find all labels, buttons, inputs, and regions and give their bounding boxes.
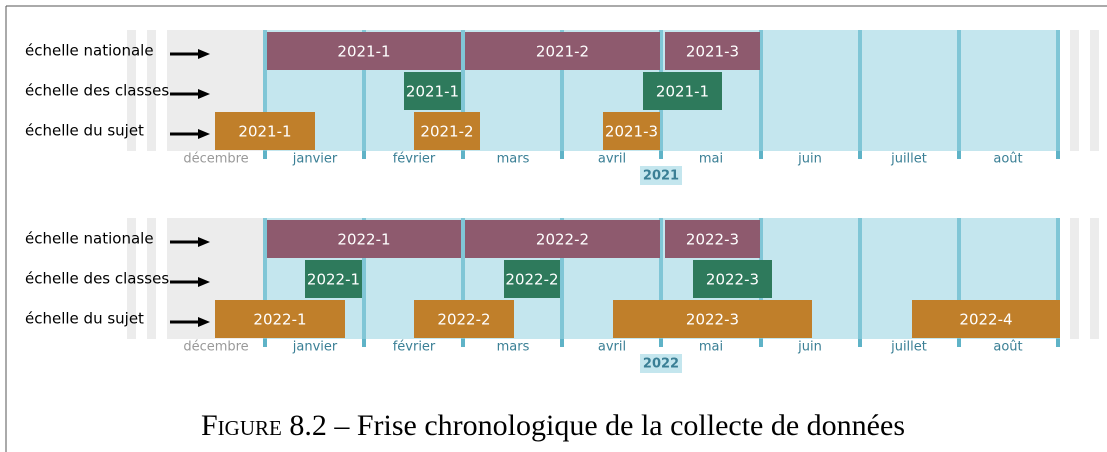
row-label: échelle nationale (25, 42, 154, 60)
month-label: mai (699, 340, 723, 355)
month-label: juin (797, 152, 822, 167)
month-label: août (993, 340, 1022, 355)
bar-label: 2022-1 (307, 271, 360, 289)
month-label: janvier (292, 152, 338, 167)
bar-label: 2022-3 (686, 231, 739, 249)
arrow-head (198, 129, 210, 139)
month-label: février (393, 152, 436, 167)
month-label: février (393, 340, 436, 355)
year-label: 2021 (643, 169, 679, 184)
month-label: décembre (183, 340, 248, 355)
month-label: juillet (890, 340, 927, 355)
row-label: échelle des classes (25, 82, 169, 100)
bar-label: 2021-3 (686, 43, 739, 61)
arrow-head (198, 237, 210, 247)
bar (267, 32, 461, 70)
year-label: 2022 (643, 357, 679, 372)
bar (643, 72, 722, 110)
bar (665, 220, 760, 258)
row-label: échelle du sujet (25, 310, 144, 328)
month-label: mars (497, 152, 530, 167)
month-label: avril (598, 340, 626, 355)
bar-label: 2022-4 (959, 311, 1012, 329)
bar (912, 300, 1060, 338)
bar (414, 112, 480, 150)
edge-strip (1090, 30, 1099, 151)
edge-strip (127, 30, 136, 151)
month-label: avril (598, 152, 626, 167)
arrow-head (198, 317, 210, 327)
month-label: juin (797, 340, 822, 355)
month-label: janvier (292, 340, 338, 355)
edge-strip (1070, 30, 1079, 151)
arrow-head (198, 89, 210, 99)
month-label: août (993, 152, 1022, 167)
caption: Figure 8.2 – Frise chronologique de la c… (201, 409, 905, 442)
arrow-head (198, 49, 210, 59)
bar-label: 2022-2 (536, 231, 589, 249)
bar-label: 2022-2 (437, 311, 490, 329)
bar (267, 220, 461, 258)
bar (693, 260, 772, 298)
bar (414, 300, 514, 338)
bar-label: 2022-3 (686, 311, 739, 329)
row-label: échelle des classes (25, 270, 169, 288)
bar-label: 2021-2 (420, 123, 473, 141)
bar (215, 112, 315, 150)
bar (404, 72, 461, 110)
caption-text: – Frise chronologique de la collecte de … (333, 409, 905, 442)
bar-label: 2022-3 (706, 271, 759, 289)
month-label: décembre (183, 152, 248, 167)
edge-strip (147, 218, 156, 339)
edge-strip (1090, 218, 1099, 339)
edge-strip (1070, 218, 1079, 339)
bar (215, 300, 345, 338)
bar (665, 32, 760, 70)
year-label-bg (640, 354, 682, 373)
bar-label: 2021-1 (337, 43, 390, 61)
month-label: mars (497, 340, 530, 355)
caption-label: Figure 8.2 (201, 409, 327, 442)
bar (465, 32, 660, 70)
row-label: échelle nationale (25, 230, 154, 248)
bar-label: 2021-1 (656, 83, 709, 101)
month-label: mai (699, 152, 723, 167)
month-label: juillet (890, 152, 927, 167)
bar (603, 112, 660, 150)
bar-label: 2021-1 (406, 83, 459, 101)
bar (504, 260, 560, 298)
bar (465, 220, 660, 258)
year-label-bg (640, 166, 682, 185)
bar-label: 2022-1 (337, 231, 390, 249)
bar (613, 300, 812, 338)
bar-label: 2021-2 (536, 43, 589, 61)
arrow-head (198, 277, 210, 287)
bar-label: 2021-1 (238, 123, 291, 141)
edge-strip (147, 30, 156, 151)
row-label: échelle du sujet (25, 122, 144, 140)
bar-label: 2022-1 (253, 311, 306, 329)
bar-label: 2021-3 (605, 123, 658, 141)
bar (305, 260, 362, 298)
bar-label: 2022-2 (505, 271, 558, 289)
edge-strip (127, 218, 136, 339)
